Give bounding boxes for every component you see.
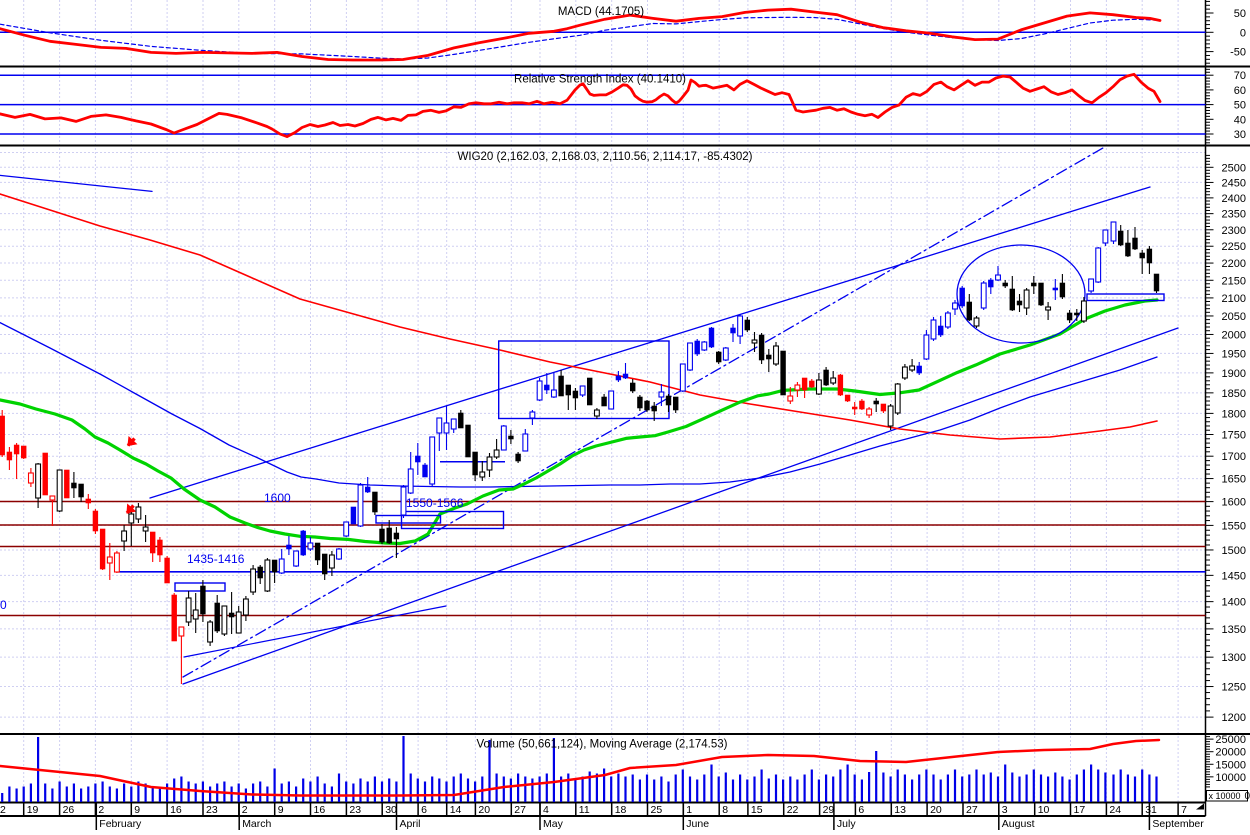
svg-text:23: 23 [349,804,361,816]
svg-text:29: 29 [823,804,835,816]
svg-text:2450: 2450 [1222,177,1246,189]
svg-text:Volume (50,661,124), Moving Av: Volume (50,661,124), Moving Average (2,1… [476,739,727,751]
svg-text:August: August [1002,818,1035,830]
svg-text:2400: 2400 [1222,193,1246,205]
svg-text:16: 16 [314,804,326,816]
svg-text:May: May [543,818,564,830]
svg-text:3: 3 [1002,804,1008,816]
svg-text:0: 0 [1240,27,1246,39]
svg-text:19: 19 [27,804,39,816]
svg-text:2350: 2350 [1222,209,1246,221]
svg-text:6: 6 [421,804,427,816]
svg-text:1400: 1400 [1222,597,1246,609]
svg-text:26: 26 [63,804,75,816]
svg-text:1300: 1300 [1222,652,1246,664]
svg-text:-50: -50 [1230,47,1246,59]
svg-text:20: 20 [478,804,490,816]
svg-text:9: 9 [278,804,284,816]
svg-text:1200: 1200 [1222,712,1246,724]
svg-text:1600: 1600 [1222,497,1246,509]
svg-text:10000: 10000 [1215,772,1246,784]
svg-text:23: 23 [206,804,218,816]
svg-text:March: March [242,818,271,830]
svg-text:31: 31 [1145,804,1157,816]
svg-text:x 10000: x 10000 [1209,791,1241,801]
svg-text:1750: 1750 [1222,429,1246,441]
svg-text:2250: 2250 [1222,241,1246,253]
svg-text:February: February [99,818,142,830]
svg-text:1600: 1600 [264,491,291,505]
svg-text:2500: 2500 [1222,162,1246,174]
svg-text:1550-1566: 1550-1566 [406,496,464,510]
svg-text:2000: 2000 [1222,329,1246,341]
svg-text:1550: 1550 [1222,520,1246,532]
svg-text:50: 50 [1234,100,1246,112]
svg-text:July: July [837,818,856,830]
svg-text:24: 24 [1109,804,1121,816]
svg-text:16: 16 [170,804,182,816]
svg-text:40: 40 [1234,114,1246,126]
svg-text:2100: 2100 [1222,293,1246,305]
svg-text:April: April [400,818,421,830]
svg-text:2: 2 [242,804,248,816]
svg-text:27: 27 [514,804,526,816]
svg-text:15: 15 [751,804,763,816]
svg-text:4: 4 [543,804,549,816]
svg-text:9: 9 [134,804,140,816]
svg-text:2300: 2300 [1222,225,1246,237]
svg-text:1900: 1900 [1222,368,1246,380]
svg-text:18: 18 [615,804,627,816]
svg-text:17: 17 [1074,804,1086,816]
svg-text:15000: 15000 [1215,759,1246,771]
svg-text:1850: 1850 [1222,388,1246,400]
svg-text:30: 30 [1234,129,1246,141]
svg-text:27: 27 [966,804,978,816]
svg-text:1650: 1650 [1222,474,1246,486]
svg-text:25: 25 [651,804,663,816]
svg-text:1250: 1250 [1222,682,1246,694]
svg-text:11: 11 [579,804,590,816]
svg-text:13: 13 [894,804,906,816]
svg-text:30: 30 [385,804,397,816]
svg-text:1350: 1350 [1222,624,1246,636]
svg-text:2050: 2050 [1222,311,1246,323]
svg-text:1450: 1450 [1222,570,1246,582]
svg-text:22: 22 [787,804,799,816]
svg-text:June: June [686,818,709,830]
svg-text:60: 60 [1234,85,1246,97]
svg-text:1500: 1500 [1222,545,1246,557]
svg-text:70: 70 [1234,70,1246,82]
svg-text:2150: 2150 [1222,275,1246,287]
svg-text:MACD (44.1705): MACD (44.1705) [558,6,644,18]
svg-text:WIG20 (2,162.03, 2,168.03, 2,1: WIG20 (2,162.03, 2,168.03, 2,110.56, 2,1… [458,151,753,163]
svg-text:2200: 2200 [1222,258,1246,270]
svg-text:2: 2 [0,804,6,816]
svg-text:0: 0 [0,598,7,612]
svg-text:20: 20 [930,804,942,816]
svg-text:20000: 20000 [1215,747,1246,759]
svg-text:0: 0 [1244,791,1250,802]
svg-text:25000: 25000 [1215,734,1246,746]
svg-text:1700: 1700 [1222,451,1246,463]
svg-text:7: 7 [1181,804,1187,816]
svg-text:14: 14 [450,804,462,816]
svg-text:6: 6 [858,804,864,816]
svg-text:1800: 1800 [1222,408,1246,420]
svg-text:1950: 1950 [1222,348,1246,360]
svg-text:Relative Strength Index (40.14: Relative Strength Index (40.1410) [514,74,686,86]
svg-text:1: 1 [686,804,692,816]
svg-text:50: 50 [1234,8,1246,20]
svg-text:2: 2 [98,804,104,816]
svg-text:10: 10 [1038,804,1050,816]
svg-text:September: September [1152,818,1204,830]
svg-text:1435-1416: 1435-1416 [187,552,245,566]
svg-text:8: 8 [722,804,728,816]
